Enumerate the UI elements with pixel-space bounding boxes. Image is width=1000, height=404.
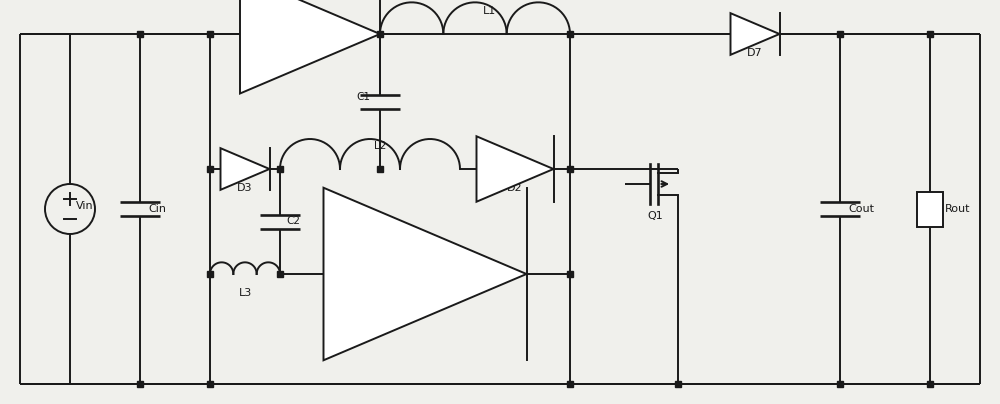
Text: C2: C2 [286, 217, 300, 227]
Polygon shape [477, 136, 554, 202]
Text: L1: L1 [483, 6, 497, 16]
Text: C1: C1 [356, 91, 370, 101]
Text: D4: D4 [417, 288, 433, 298]
Text: Vin: Vin [76, 201, 94, 211]
Text: D3: D3 [237, 183, 253, 193]
Text: Cin: Cin [148, 204, 166, 214]
Text: Cout: Cout [848, 204, 874, 214]
Polygon shape [917, 191, 943, 227]
Text: D7: D7 [747, 48, 763, 58]
Polygon shape [324, 188, 526, 360]
Text: D2: D2 [507, 183, 523, 193]
Text: D1: D1 [302, 48, 318, 58]
Polygon shape [240, 0, 380, 93]
Text: Q1: Q1 [647, 211, 663, 221]
Text: L3: L3 [238, 288, 252, 298]
Text: L2: L2 [374, 141, 386, 151]
Polygon shape [730, 13, 780, 55]
Polygon shape [220, 148, 270, 190]
Text: Rout: Rout [945, 204, 970, 214]
